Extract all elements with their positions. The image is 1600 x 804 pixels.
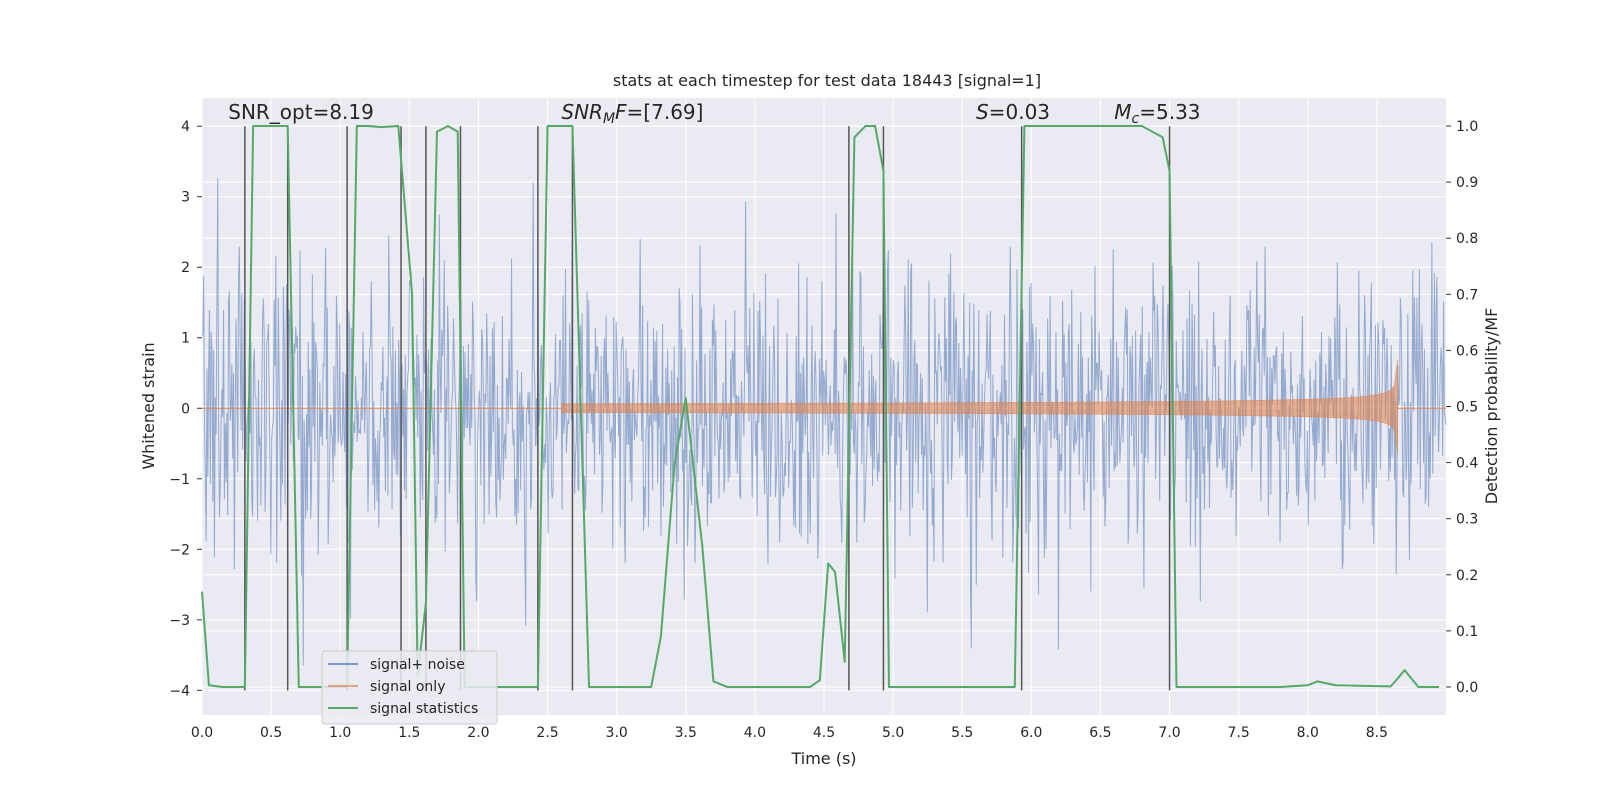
y2-tick-label: 0.8 (1456, 231, 1478, 247)
y2-tick-label: 0.0 (1456, 680, 1478, 696)
y-axis-ticks: −4 −3 −2 −1 0 1 2 3 4 (169, 119, 202, 699)
y2-axis-label: Detection probability/MF (1482, 308, 1501, 505)
x-tick-label: 8.5 (1366, 725, 1388, 741)
legend-label-signal-plus-noise: signal+ noise (370, 657, 465, 673)
x-tick-label: 0.0 (191, 725, 213, 741)
y-tick-label: −1 (169, 472, 190, 488)
y2-tick-label: 1.0 (1456, 119, 1478, 135)
x-tick-label: 1.0 (329, 725, 351, 741)
x-tick-label: 1.5 (398, 725, 420, 741)
x-tick-label: 8.0 (1297, 725, 1319, 741)
annotation-mc-value: Mc=5.33 (1114, 100, 1200, 127)
x-tick-label: 5.0 (882, 725, 904, 741)
legend-box (321, 650, 498, 725)
x-tick-label: 6.5 (1089, 725, 1111, 741)
y2-tick-label: 0.5 (1456, 400, 1478, 416)
x-axis-label: Time (s) (790, 749, 856, 768)
x-tick-label: 0.5 (260, 725, 282, 741)
annotation-snr-opt: SNR_opt=8.19 (228, 100, 374, 124)
x-tick-label: 3.0 (606, 725, 628, 741)
series-signal-only (202, 359, 1446, 455)
y-tick-label: −2 (169, 542, 190, 558)
x-axis-ticks: 0.0 0.5 1.0 1.5 2.0 2.5 3.0 3.5 4.0 4.5 5.0 5.5 6.0 6… (191, 725, 1388, 741)
y-tick-label: 3 (181, 190, 190, 206)
y-tick-label: 2 (181, 260, 190, 276)
y-axis-label: Whitened strain (139, 342, 158, 469)
x-tick-label: 5.5 (951, 725, 973, 741)
annotation-snr-mf: SNRMF=[7.69] (561, 100, 703, 127)
y2-tick-label: 0.1 (1456, 624, 1478, 640)
x-tick-label: 7.0 (1158, 725, 1180, 741)
x-tick-label: 4.0 (744, 725, 766, 741)
y2-tick-label: 0.4 (1456, 456, 1478, 472)
y2-tick-label: 0.9 (1456, 175, 1478, 191)
y-tick-label: 0 (181, 401, 190, 417)
y-tick-label: −3 (169, 613, 190, 629)
y-tick-label: 4 (181, 119, 190, 135)
legend-label-signal-statistics: signal statistics (370, 701, 478, 717)
y2-axis-ticks: 0.0 0.1 0.2 0.3 0.4 0.5 0.6 0.7 0.8 0.9 1.0 (1446, 119, 1478, 696)
legend-label-signal-only: signal only (370, 679, 445, 695)
y2-tick-label: 0.2 (1456, 568, 1478, 584)
boundary-lines (244, 126, 1171, 691)
x-tick-label: 2.5 (536, 725, 558, 741)
y2-tick-label: 0.3 (1456, 512, 1478, 528)
y2-tick-label: 0.7 (1456, 287, 1478, 303)
y-tick-label: 1 (181, 331, 190, 347)
x-tick-label: 2.0 (467, 725, 489, 741)
x-tick-label: 4.5 (813, 725, 835, 741)
annotations: SNR_opt=8.19 SNRMF=[7.69] S=0.03 Mc=5.33 (228, 100, 1200, 127)
y2-tick-label: 0.6 (1456, 343, 1478, 359)
legend: signal+ noise signal only signal statist… (321, 650, 498, 725)
annotation-s-value: S=0.03 (976, 100, 1050, 124)
x-tick-label: 7.5 (1228, 725, 1250, 741)
signal-envelope (561, 359, 1398, 455)
chart-title: stats at each timestep for test data 184… (613, 71, 1041, 90)
y-tick-label: −4 (169, 683, 190, 699)
x-tick-label: 3.5 (675, 725, 697, 741)
x-tick-label: 6.0 (1020, 725, 1042, 741)
